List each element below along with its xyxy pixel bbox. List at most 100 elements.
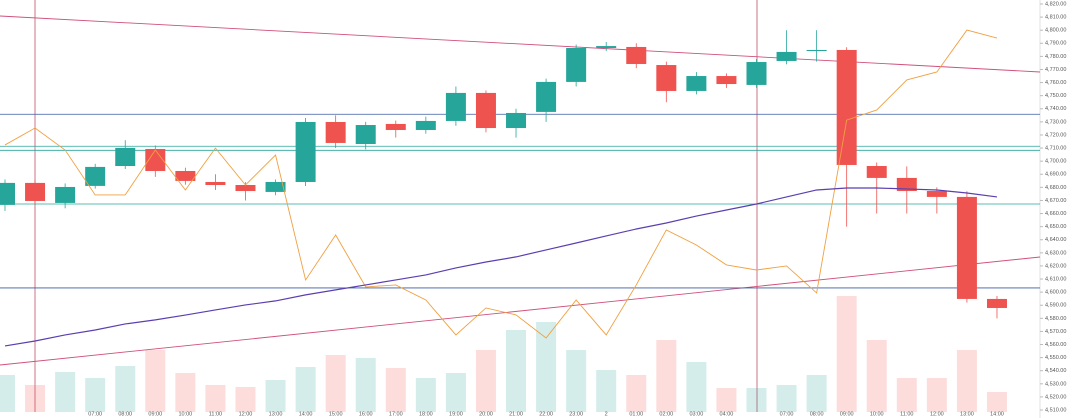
x-tick-label: 09:00 bbox=[840, 411, 854, 417]
volume-bar bbox=[415, 378, 436, 412]
volume-bar bbox=[235, 387, 256, 412]
volume-bar bbox=[716, 388, 737, 412]
candle-body bbox=[866, 166, 887, 178]
y-tick-label: 4,800.00 bbox=[1045, 28, 1066, 34]
volume-bar bbox=[445, 373, 466, 412]
volume-bar bbox=[596, 370, 617, 412]
x-tick-label: 07:00 bbox=[88, 411, 102, 417]
volume-bar bbox=[686, 362, 707, 412]
x-tick-label: 20:00 bbox=[479, 411, 493, 417]
indicator-line bbox=[4, 29, 998, 339]
x-tick-label: 17:00 bbox=[389, 411, 403, 417]
volume-bar bbox=[656, 340, 677, 412]
candle-body bbox=[626, 46, 647, 64]
candle-body bbox=[415, 120, 436, 130]
x-tick-label: 10:00 bbox=[178, 411, 192, 417]
candle-body bbox=[716, 76, 737, 85]
candle-body bbox=[926, 191, 947, 197]
y-tick-label: 4,580.00 bbox=[1045, 316, 1066, 322]
volume-bar bbox=[836, 296, 857, 412]
x-tick-label: 13:00 bbox=[960, 411, 974, 417]
y-tick-label: 4,700.00 bbox=[1045, 159, 1066, 165]
candle-body bbox=[25, 182, 46, 201]
x-tick-label: 18:00 bbox=[419, 411, 433, 417]
candle-body bbox=[656, 65, 677, 91]
y-tick-label: 4,770.00 bbox=[1045, 67, 1066, 73]
y-tick-label: 4,720.00 bbox=[1045, 132, 1066, 138]
x-tick-label: 22:00 bbox=[539, 411, 553, 417]
candle-body bbox=[806, 49, 827, 52]
y-tick-label: 4,690.00 bbox=[1045, 172, 1066, 178]
volume-bar bbox=[0, 375, 15, 412]
y-tick-label: 4,660.00 bbox=[1045, 211, 1066, 217]
volume-bar bbox=[806, 375, 827, 412]
y-tick-label: 4,760.00 bbox=[1045, 80, 1066, 86]
x-tick-label: 02:00 bbox=[659, 411, 673, 417]
y-tick-label: 4,820.00 bbox=[1045, 1, 1066, 7]
candle-body bbox=[295, 122, 316, 182]
price-layer bbox=[0, 29, 1040, 347]
trend-line bbox=[0, 256, 1041, 366]
volume-bar bbox=[145, 350, 166, 412]
volume-bar bbox=[325, 355, 346, 412]
y-tick-label: 4,570.00 bbox=[1045, 329, 1066, 335]
y-tick-label: 4,600.00 bbox=[1045, 290, 1066, 296]
y-tick-label: 4,780.00 bbox=[1045, 54, 1066, 60]
volume-bar bbox=[385, 368, 406, 412]
candle-body bbox=[145, 148, 166, 171]
trend-line bbox=[0, 15, 1041, 73]
candle-body bbox=[596, 46, 617, 49]
y-tick-label: 4,630.00 bbox=[1045, 250, 1066, 256]
y-tick-label: 4,710.00 bbox=[1045, 146, 1066, 152]
volume-bar bbox=[926, 378, 947, 412]
y-tick-label: 4,740.00 bbox=[1045, 106, 1066, 112]
x-tick-label: 14:00 bbox=[299, 411, 313, 417]
x-tick-label: 12:00 bbox=[239, 411, 253, 417]
volume-layer bbox=[0, 296, 1007, 412]
x-tick-label: 11:00 bbox=[900, 411, 913, 417]
candle-body bbox=[445, 92, 466, 121]
x-tick-label: 13:00 bbox=[269, 411, 283, 417]
candle-body bbox=[956, 196, 977, 299]
candle-body bbox=[536, 81, 557, 112]
volume-bar bbox=[175, 373, 196, 412]
candle-body bbox=[235, 184, 256, 192]
x-tick-label: 04:00 bbox=[720, 411, 734, 417]
candle-body bbox=[85, 166, 106, 186]
candle-body bbox=[896, 177, 917, 192]
candle-body bbox=[506, 112, 527, 129]
x-tick-label: 01:00 bbox=[629, 411, 643, 417]
volume-bar bbox=[746, 388, 767, 412]
volume-bar bbox=[896, 378, 917, 412]
x-tick-label: 15:00 bbox=[329, 411, 343, 417]
y-tick-label: 4,510.00 bbox=[1045, 407, 1066, 413]
candle-body bbox=[475, 92, 496, 129]
x-tick-label: 14:00 bbox=[990, 411, 1004, 417]
x-tick-label: 23:00 bbox=[569, 411, 583, 417]
y-tick-label: 4,610.00 bbox=[1045, 276, 1066, 282]
y-tick-label: 4,560.00 bbox=[1045, 342, 1066, 348]
candle-body bbox=[836, 49, 857, 165]
volume-bar bbox=[355, 358, 376, 412]
candle-body bbox=[325, 122, 346, 143]
candle-body bbox=[115, 147, 136, 167]
x-tick-label: 16:00 bbox=[359, 411, 373, 417]
x-tick-label: 12:00 bbox=[930, 411, 944, 417]
x-tick-label: 2 bbox=[605, 411, 608, 417]
x-tick-label: 10:00 bbox=[870, 411, 884, 417]
volume-bar bbox=[265, 380, 286, 412]
y-tick-label: 4,640.00 bbox=[1045, 237, 1066, 243]
volume-bar bbox=[115, 366, 136, 412]
x-tick-label: 21:00 bbox=[509, 411, 523, 417]
volume-bar bbox=[566, 350, 587, 412]
y-tick-label: 4,810.00 bbox=[1045, 15, 1066, 21]
candle-body bbox=[385, 123, 406, 130]
candle-body bbox=[265, 181, 286, 192]
volume-bar bbox=[85, 378, 106, 412]
y-tick-label: 4,730.00 bbox=[1045, 119, 1066, 125]
y-tick-label: 4,590.00 bbox=[1045, 303, 1066, 309]
x-tick-label: 08:00 bbox=[810, 411, 824, 417]
x-tick-label: 11:00 bbox=[209, 411, 222, 417]
